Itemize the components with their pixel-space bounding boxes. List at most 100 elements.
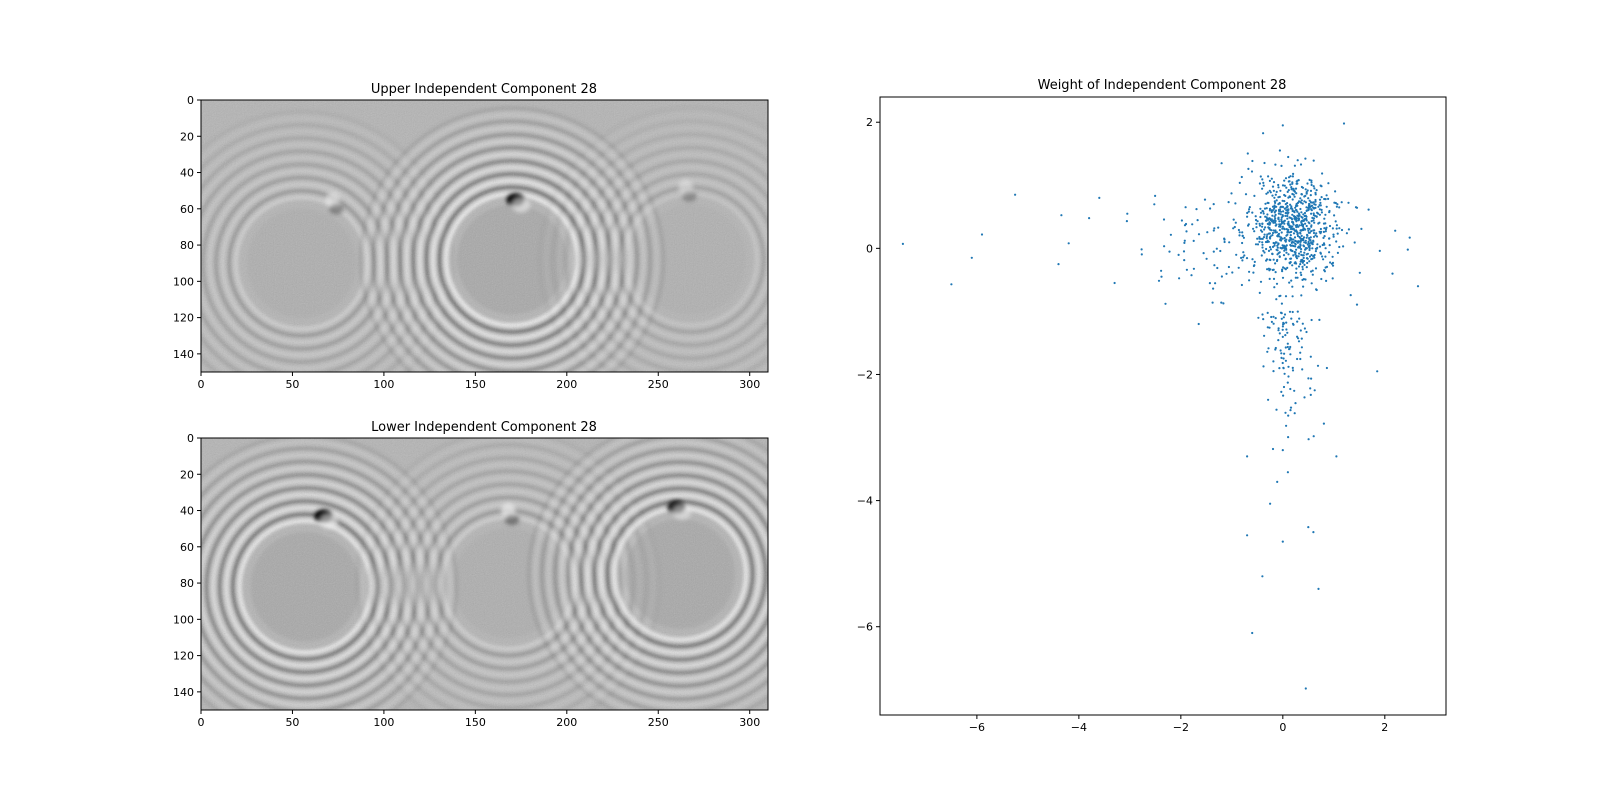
scatter-point	[1270, 177, 1273, 180]
scatter-point	[1282, 254, 1286, 257]
upper-y-tick-label: 40	[180, 167, 194, 180]
scatter-point	[1238, 181, 1241, 184]
scatter-point	[1213, 227, 1216, 230]
scatter-point	[1277, 212, 1280, 215]
scatter-point	[1299, 239, 1302, 242]
scatter-point	[1248, 206, 1251, 209]
scatter-point	[1267, 218, 1270, 221]
scatter-point	[1300, 273, 1303, 277]
scatter-point	[1306, 261, 1309, 265]
scatter-point	[1314, 250, 1317, 253]
scatter-point	[1306, 243, 1309, 246]
scatter-point	[1283, 313, 1287, 316]
scatter-point	[1060, 214, 1063, 217]
scatter-point	[1301, 254, 1304, 257]
upper-spot-halo	[511, 197, 531, 213]
scatter-point	[1261, 225, 1264, 228]
lower-x-ticks: 0 50 100 150 200 250 300	[198, 710, 760, 729]
scatter-point	[1338, 245, 1341, 249]
scatter-point	[1277, 339, 1280, 342]
scatter-point	[1183, 239, 1186, 242]
scatter-point	[1287, 365, 1290, 368]
scatter-point	[1289, 345, 1292, 349]
scatter-point	[1308, 238, 1311, 241]
scatter-point	[1329, 261, 1332, 264]
scatter-point	[1309, 205, 1312, 208]
scatter-point	[1252, 264, 1255, 268]
scatter-point	[1254, 215, 1257, 218]
scatter-point	[1233, 225, 1236, 229]
scatter-point	[1220, 301, 1223, 304]
scatter-point	[1345, 232, 1348, 235]
scatter-point	[1278, 202, 1281, 205]
scatter-point	[1251, 211, 1254, 214]
scatter-point	[1302, 228, 1305, 232]
scatter-point	[1269, 191, 1272, 194]
scatter-point	[1376, 370, 1379, 373]
lower-x-tick-label: 250	[648, 716, 669, 729]
scatter-point	[1312, 235, 1316, 238]
scatter-point	[1261, 575, 1264, 578]
scatter-point	[1297, 340, 1301, 343]
scatter-point	[1230, 192, 1233, 195]
scatter-point	[1342, 122, 1346, 125]
scatter-point	[1310, 220, 1313, 223]
scatter-point	[1322, 258, 1325, 261]
scatter-point	[1282, 316, 1285, 319]
scatter-point	[1303, 200, 1306, 203]
scatter-point	[1299, 231, 1302, 234]
upper-y-tick-label: 80	[180, 239, 194, 252]
scatter-point	[1312, 212, 1315, 215]
upper-x-tick-label: 300	[739, 378, 760, 391]
scatter-point	[1297, 337, 1300, 340]
scatter-point	[1321, 255, 1324, 258]
scatter-point	[1285, 238, 1288, 241]
scatter-point	[1305, 253, 1308, 256]
scatter-point	[1284, 240, 1287, 243]
scatter-point	[1271, 231, 1275, 235]
scatter-point	[1242, 251, 1245, 254]
scatter-point	[1281, 540, 1284, 543]
scatter-point	[1292, 187, 1295, 190]
scatter-point	[1270, 315, 1273, 319]
scatter-point	[1268, 209, 1271, 212]
scatter-point	[1281, 199, 1284, 202]
scatter-point	[1269, 235, 1272, 238]
scatter-point	[1310, 318, 1313, 322]
scatter-point	[1289, 183, 1292, 186]
scatter-point	[1279, 189, 1282, 192]
scatter-point	[1266, 233, 1269, 236]
scatter-point	[1267, 249, 1271, 252]
scatter-point	[1296, 320, 1299, 323]
scatter-point	[1263, 228, 1266, 231]
scatter-point	[1266, 191, 1269, 194]
scatter-point	[1283, 352, 1286, 355]
scatter-point	[1185, 230, 1188, 233]
scatter-point	[1333, 214, 1336, 217]
scatter-point	[1257, 316, 1260, 319]
scatter-point	[1248, 270, 1251, 273]
scatter-point	[1304, 248, 1307, 251]
scatter-x-tick-label: −2	[1173, 721, 1189, 734]
scatter-point	[1289, 216, 1292, 219]
scatter-point	[1394, 229, 1397, 232]
scatter-point	[1307, 526, 1310, 529]
scatter-point	[1324, 247, 1327, 250]
scatter-point	[1294, 215, 1297, 218]
scatter-point	[1098, 196, 1101, 199]
scatter-point	[1277, 329, 1280, 332]
scatter-point	[1335, 455, 1338, 458]
scatter-point	[1330, 262, 1333, 265]
scatter-point	[1315, 232, 1318, 235]
scatter-point	[1305, 224, 1308, 228]
scatter-point	[1281, 325, 1284, 328]
scatter-point	[1265, 235, 1268, 238]
scatter-point	[1259, 280, 1263, 283]
scatter-point	[1292, 189, 1295, 192]
scatter-y-ticks: 2 0 −2 −4 −6	[857, 116, 880, 634]
upper-y-tick-label: 20	[180, 130, 194, 143]
scatter-point	[1291, 285, 1294, 288]
scatter-point	[1319, 227, 1322, 231]
scatter-point	[1291, 366, 1294, 369]
scatter-point	[1220, 162, 1223, 165]
